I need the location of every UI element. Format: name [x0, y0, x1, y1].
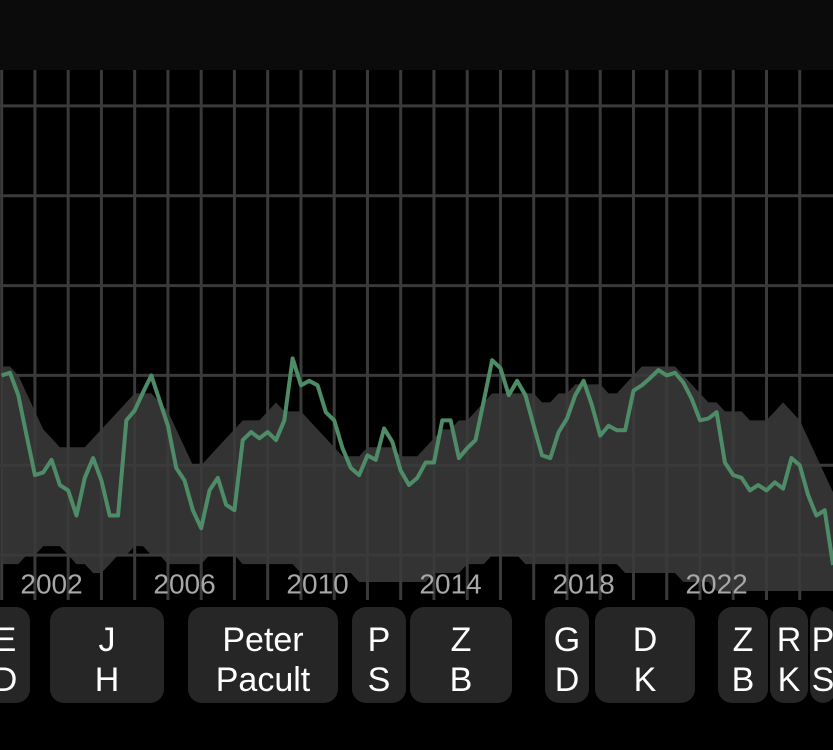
leader-pill [410, 607, 512, 703]
leader-label: S [812, 661, 833, 699]
leader-label: P [812, 621, 833, 659]
leader-label: D [633, 621, 658, 659]
x-tick-label: 2014 [419, 568, 481, 599]
leader-label: Pacult [216, 661, 311, 699]
leader-pill [352, 607, 406, 703]
leader-label: Peter [222, 621, 303, 659]
top-bar [0, 0, 833, 70]
leader-pill [718, 607, 768, 703]
leader-label: Z [733, 621, 754, 659]
leader-label: R [777, 621, 802, 659]
leader-label: S [368, 661, 391, 699]
leader-pill [545, 607, 589, 703]
leader-label: P [368, 621, 391, 659]
leader-label: J [99, 621, 116, 659]
leader-label: D [555, 661, 580, 699]
leader-pill [595, 607, 695, 703]
x-tick-label: 2018 [552, 568, 614, 599]
leader-label: B [732, 661, 755, 699]
leader-label: B [450, 661, 473, 699]
leader-pill [770, 607, 808, 703]
x-tick-label: 2002 [20, 568, 82, 599]
leader-label: H [95, 661, 120, 699]
leader-label: D [0, 661, 17, 699]
leader-label: K [634, 661, 657, 699]
x-tick-label: 2010 [286, 568, 348, 599]
x-tick-label: 2022 [685, 568, 747, 599]
x-tick-label: 2006 [153, 568, 215, 599]
leader-pill [188, 607, 338, 703]
leader-label: K [778, 661, 801, 699]
plot-area [0, 70, 833, 600]
leader-label: G [554, 621, 580, 659]
leader-pill [50, 607, 164, 703]
leader-label: E [0, 621, 16, 659]
leader-pill [810, 607, 833, 703]
line [1, 356, 833, 566]
leader-label: Z [451, 621, 472, 659]
leader-pill [0, 607, 30, 703]
